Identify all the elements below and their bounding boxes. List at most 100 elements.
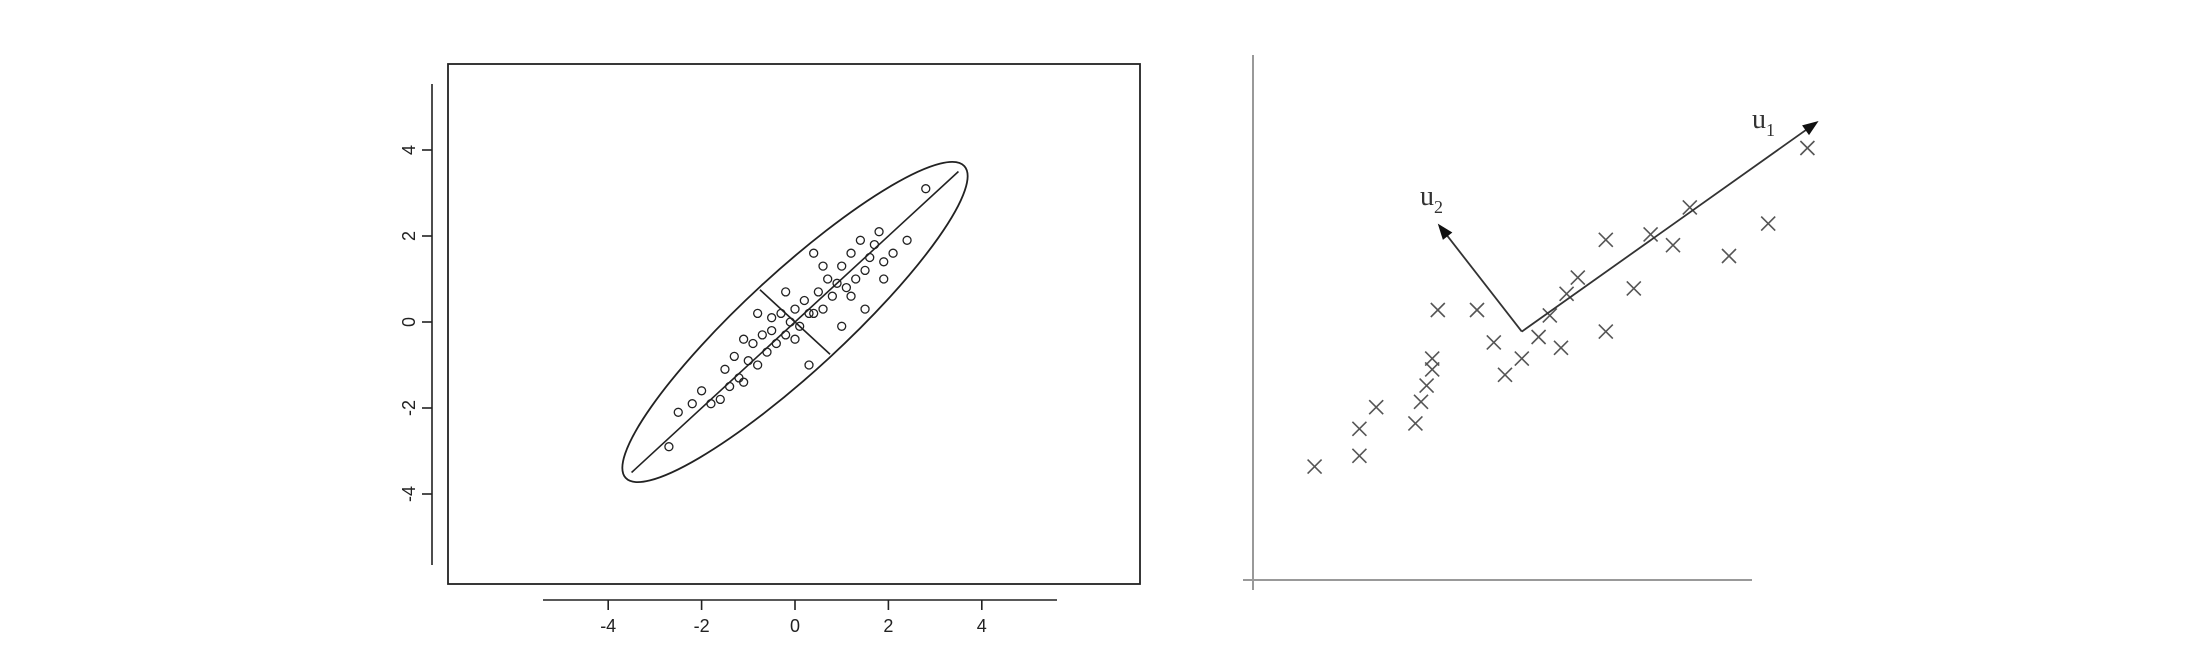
data-point (720, 364, 730, 374)
data-point (785, 317, 795, 327)
data-point (809, 308, 819, 319)
data-point (799, 295, 809, 306)
data-point (804, 308, 814, 319)
data-point (743, 356, 753, 366)
data-point (795, 321, 805, 331)
x-marker-point (1542, 307, 1558, 323)
x-marker-point (1469, 302, 1485, 318)
y-axis: -4 -2 0 2 4 (399, 84, 433, 565)
x-marker-point (1598, 324, 1614, 340)
data-point (818, 261, 828, 271)
confidence-ellipse (621, 160, 969, 484)
plot-frame (447, 63, 1141, 585)
data-point (902, 235, 912, 245)
data-point (752, 360, 763, 370)
x-marker-point (1665, 237, 1681, 253)
u2-arrowhead (1437, 223, 1453, 240)
data-point (790, 304, 800, 314)
principal-vectors: u1 u2 (1420, 104, 1819, 333)
data-point (757, 330, 767, 340)
x-marker-point (1368, 399, 1384, 415)
x-marker-point (1570, 270, 1586, 286)
data-point (673, 407, 683, 417)
x-marker-point (1497, 367, 1513, 383)
data-point (687, 399, 697, 409)
x-tick-label: 2 (883, 616, 893, 636)
data-point (734, 373, 744, 383)
data-point (781, 330, 791, 340)
x-marker-point (1424, 361, 1440, 377)
x-marker-point (1559, 286, 1575, 302)
data-point (767, 313, 777, 323)
data-point (813, 287, 823, 297)
data-point (832, 278, 842, 288)
y-tick-label: -4 (399, 486, 419, 502)
data-point (860, 265, 870, 276)
data-point (738, 377, 749, 387)
x-tick-label: 0 (790, 616, 800, 636)
x-marker-point (1407, 415, 1423, 431)
x-marker-point (1721, 248, 1737, 264)
data-point (809, 248, 819, 258)
u2-vector (1444, 232, 1523, 333)
x-marker-point (1424, 351, 1440, 367)
data-point (869, 239, 880, 250)
x-marker-point (1553, 340, 1569, 356)
x-marker-point (1486, 334, 1502, 350)
y-tick-label: 0 (399, 317, 419, 327)
x-marker-point (1419, 378, 1435, 394)
x-marker-point (1531, 329, 1547, 345)
data-point (715, 394, 725, 405)
x-marker-point (1760, 216, 1776, 232)
data-point (865, 252, 875, 263)
x-marker-point (1626, 280, 1642, 296)
data-point (860, 304, 870, 314)
x-marker-point (1643, 226, 1659, 242)
data-point (846, 291, 856, 301)
data-point (879, 257, 889, 267)
x-marker-point (1514, 351, 1530, 367)
y-tick-label: -2 (399, 400, 419, 416)
data-point (738, 334, 749, 344)
x-marker-point (1307, 459, 1323, 475)
data-point (888, 248, 898, 258)
data-point (827, 291, 838, 301)
data-point (724, 381, 735, 392)
data-point (752, 308, 763, 319)
x-marker-point (1351, 448, 1367, 464)
circle-points (664, 184, 931, 452)
y-tick-label: 4 (399, 145, 419, 155)
x-marker-point (1682, 199, 1698, 215)
data-point (706, 399, 716, 409)
x-marker-point (1799, 140, 1815, 156)
minor-axis-line (759, 289, 831, 355)
data-point (664, 442, 674, 452)
data-point (804, 360, 814, 370)
ellipse-outline (621, 160, 969, 484)
u1-label: u1 (1752, 104, 1775, 140)
data-point (921, 184, 931, 194)
data-point (762, 347, 772, 357)
data-point (855, 235, 866, 245)
x-marker-point (1351, 421, 1367, 437)
data-point (790, 334, 800, 344)
u2-label: u2 (1420, 181, 1443, 217)
y-tick-label: 2 (399, 231, 419, 241)
data-point (748, 338, 758, 349)
x-tick-label: 4 (977, 616, 987, 636)
x-axis: -4 -2 0 2 4 (543, 599, 1057, 636)
x-marker-point (1413, 394, 1429, 410)
x-tick-label: -4 (600, 616, 616, 636)
data-point (837, 321, 847, 331)
data-point (846, 248, 856, 258)
left-scatter-panel: -4 -2 0 2 4 -4 -2 0 2 4 (399, 63, 1141, 636)
data-point (841, 282, 852, 293)
data-point (818, 304, 828, 314)
right-diagram-panel: u1 u2 (1243, 55, 1819, 590)
x-marker-point (1598, 232, 1614, 248)
data-point (776, 308, 786, 319)
x-tick-label: -2 (694, 616, 710, 636)
x-marker-point (1430, 302, 1446, 318)
data-point (823, 274, 833, 284)
